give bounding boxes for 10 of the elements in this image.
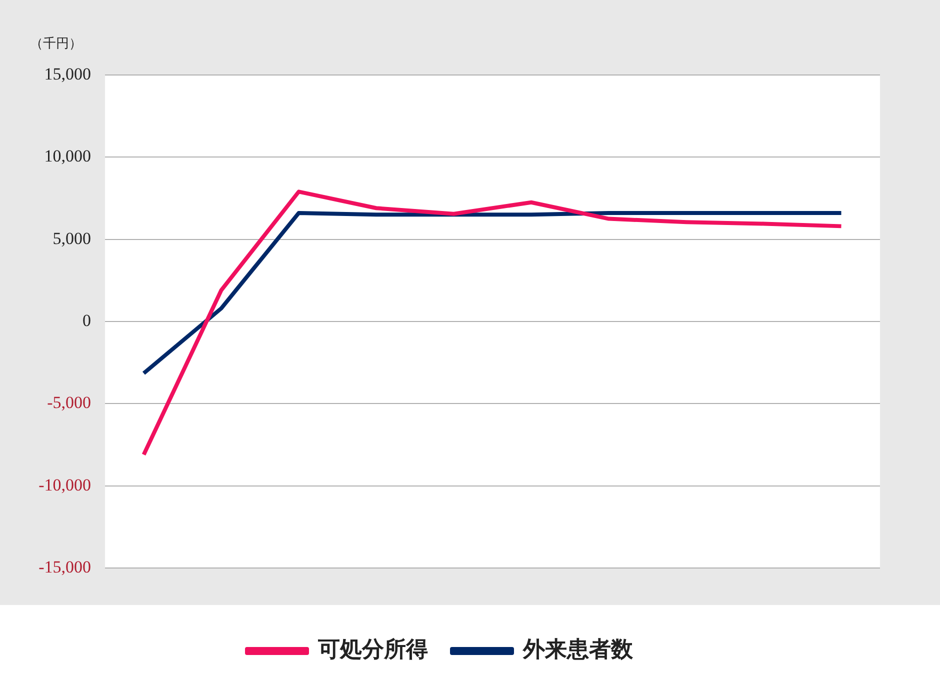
y-tick-label: 15,000: [44, 64, 91, 84]
legend-label: 外来患者数: [522, 638, 634, 663]
y-tick-label: 10,000: [44, 146, 91, 166]
y-axis-title: （千円）: [30, 36, 82, 52]
legend-label: 可処分所得: [317, 638, 428, 663]
y-tick-label: -10,000: [38, 475, 91, 494]
y-tick-label: 0: [82, 310, 91, 330]
y-tick-label: -15,000: [38, 557, 91, 576]
y-tick-label: -5,000: [47, 393, 91, 412]
y-tick-label: 5,000: [52, 228, 91, 248]
